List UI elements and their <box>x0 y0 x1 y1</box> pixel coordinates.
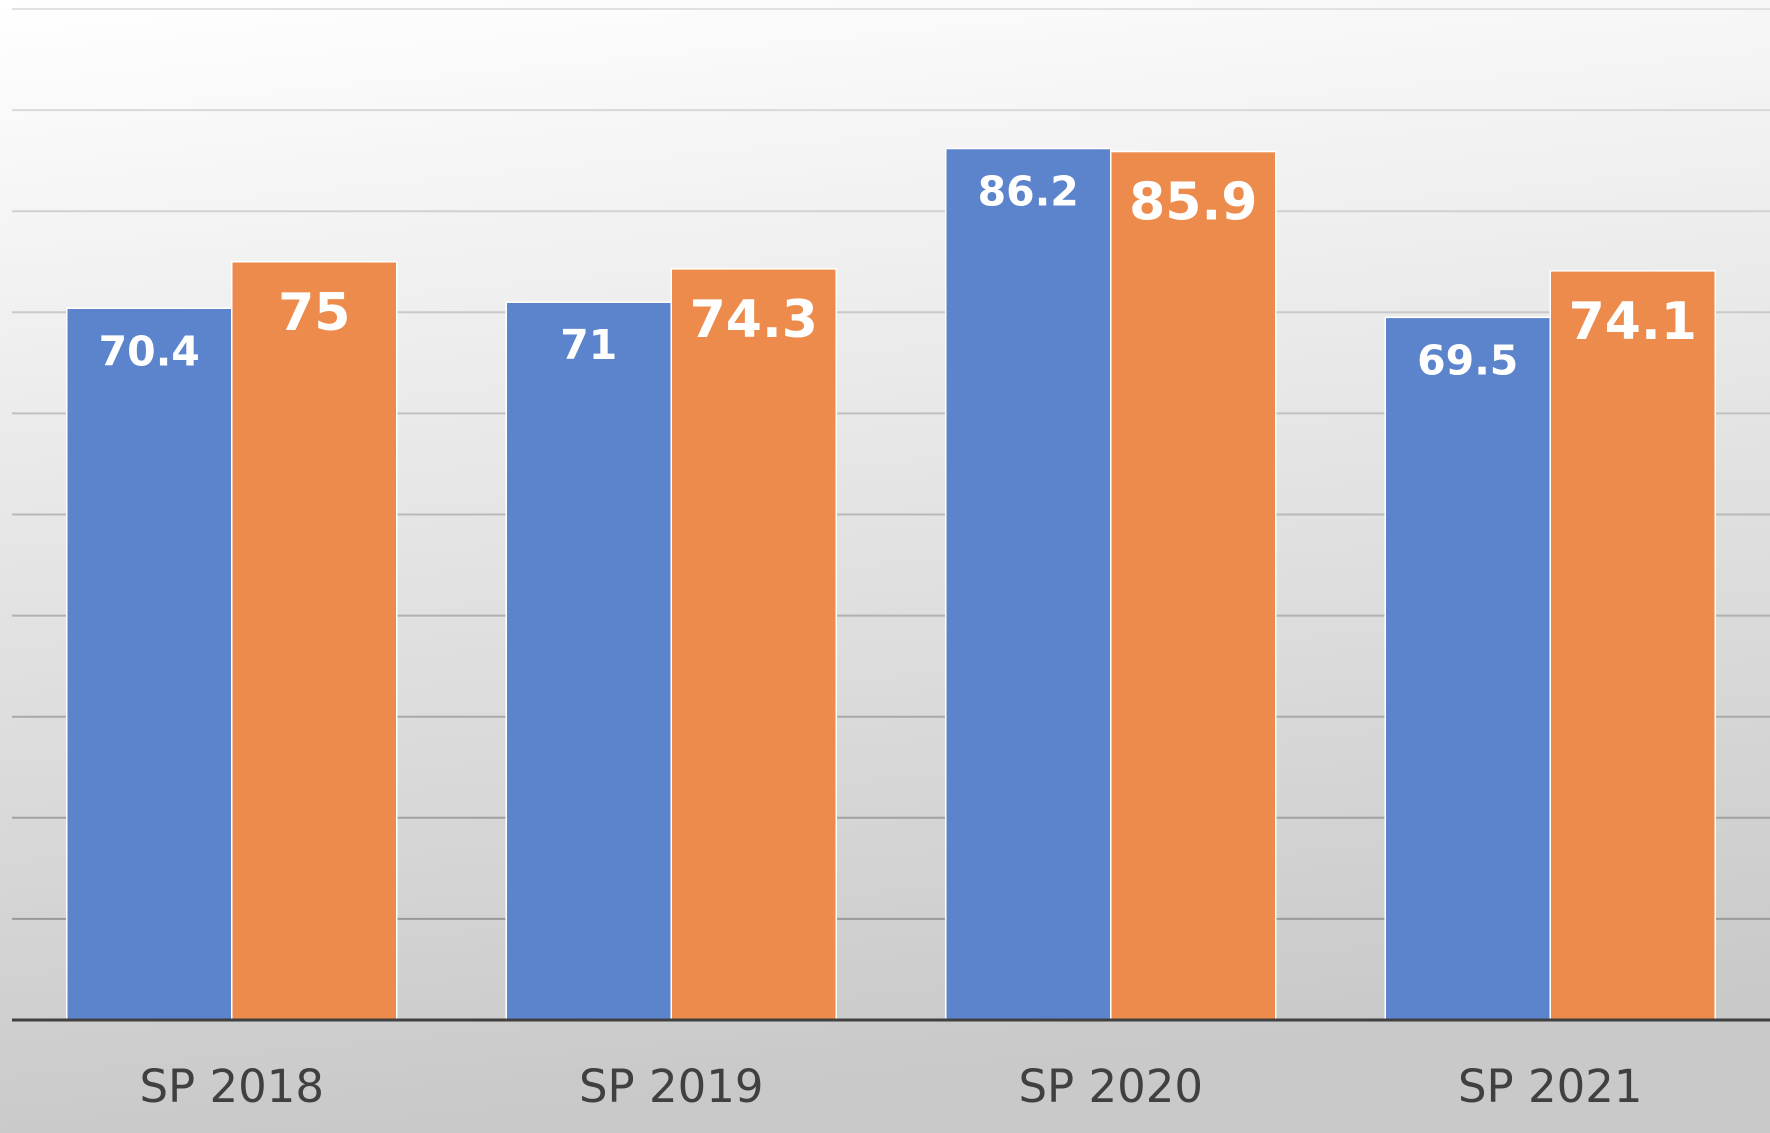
x-tick-label: SP 2018 <box>139 1060 324 1113</box>
bar <box>945 147 1112 1021</box>
data-label: 85.9 <box>1129 173 1257 233</box>
data-label: 70.4 <box>99 327 200 375</box>
data-label: 71 <box>560 321 617 369</box>
x-tick-label: SP 2021 <box>1458 1060 1643 1113</box>
x-tick-label: SP 2020 <box>1018 1060 1203 1113</box>
bar <box>505 301 672 1021</box>
data-label: 74.1 <box>1569 292 1697 352</box>
bar <box>231 261 398 1021</box>
data-label: 74.3 <box>690 290 818 350</box>
data-label: 75 <box>278 283 350 343</box>
data-label: 86.2 <box>978 168 1079 216</box>
data-label: 69.5 <box>1417 336 1518 384</box>
bar <box>670 268 837 1021</box>
bar <box>1384 316 1551 1021</box>
x-tick-label: SP 2019 <box>579 1060 764 1113</box>
bar <box>1549 270 1716 1021</box>
bar <box>66 307 233 1021</box>
bar <box>1110 150 1277 1021</box>
